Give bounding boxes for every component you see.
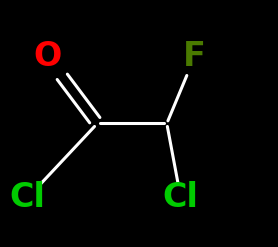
Text: O: O (33, 40, 61, 73)
Text: F: F (183, 40, 206, 73)
Text: Cl: Cl (10, 181, 46, 214)
Text: Cl: Cl (163, 181, 199, 214)
